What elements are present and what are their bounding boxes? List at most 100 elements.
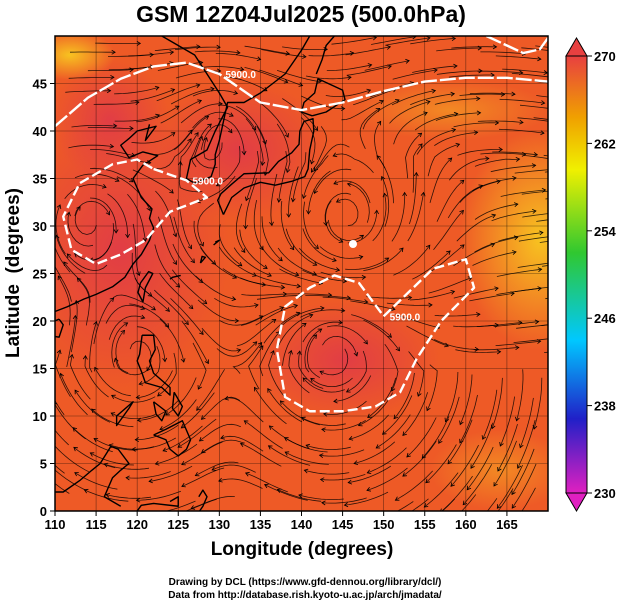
streamline-arrow	[187, 138, 192, 143]
streamline	[292, 152, 307, 202]
streamline	[521, 47, 548, 51]
streamline-arrow	[197, 385, 202, 390]
streamline-arrow	[459, 209, 464, 215]
streamline-arrow	[539, 230, 544, 236]
streamline	[407, 192, 424, 242]
streamline-arrow	[498, 147, 503, 152]
streamline-arrow	[476, 312, 481, 317]
streamline	[346, 350, 367, 393]
streamline	[511, 73, 548, 78]
streamline	[267, 388, 303, 423]
streamline-arrow	[172, 260, 177, 265]
streamline-arrow	[204, 359, 209, 365]
streamline-arrow	[253, 386, 259, 392]
streamline	[284, 437, 328, 453]
streamline	[517, 262, 548, 268]
coastline	[137, 270, 154, 303]
streamline-arrow	[32, 438, 36, 442]
streamline-arrow	[444, 417, 450, 423]
streamline	[455, 349, 501, 353]
x-tick-label: 135	[250, 517, 272, 532]
streamline-arrow	[190, 505, 196, 510]
streamline	[496, 464, 523, 509]
streamline	[55, 445, 90, 473]
streamline	[280, 201, 295, 250]
streamline	[194, 50, 240, 54]
streamline	[126, 471, 171, 479]
streamline	[395, 470, 433, 501]
streamline	[55, 403, 86, 440]
streamline-arrow	[367, 63, 373, 68]
streamline	[197, 299, 239, 322]
streamline	[65, 90, 111, 93]
streamline	[218, 104, 257, 131]
streamline-arrow	[279, 400, 285, 405]
streamline	[89, 167, 134, 183]
streamline-arrow	[188, 304, 194, 310]
streamline-arrow	[384, 257, 390, 262]
streamline	[73, 446, 116, 469]
streamline	[107, 193, 129, 238]
streamline	[472, 177, 516, 192]
streamline-arrow	[174, 105, 180, 110]
streamline-arrow	[303, 468, 309, 474]
streamline	[480, 152, 526, 155]
streamline	[72, 427, 113, 453]
streamline	[232, 342, 263, 374]
streamline	[89, 321, 97, 373]
contour-label: 5900.0	[192, 176, 223, 187]
streamline	[154, 244, 180, 288]
streamline	[263, 312, 300, 344]
streamline-arrow	[270, 350, 275, 355]
streamline-arrow	[433, 68, 438, 73]
coastline	[55, 124, 159, 313]
streamline	[190, 123, 212, 168]
streamline-arrow	[451, 128, 457, 133]
streamline-arrow	[229, 112, 234, 117]
streamline	[333, 375, 372, 402]
streamline	[55, 349, 71, 398]
streamline	[304, 328, 322, 373]
streamline	[523, 155, 548, 159]
streamline-arrow	[111, 394, 116, 400]
streamline	[223, 76, 268, 92]
streamline-arrow	[560, 233, 564, 237]
streamline	[170, 298, 204, 335]
streamline	[410, 38, 456, 45]
streamline	[244, 45, 290, 55]
streamline-arrow	[310, 377, 315, 383]
streamline	[344, 491, 389, 506]
streamline-arrow	[511, 490, 516, 496]
streamline	[502, 68, 548, 74]
streamline-arrow	[263, 483, 269, 489]
streamline-arrow	[262, 139, 267, 145]
streamline	[136, 105, 180, 123]
streamline	[474, 158, 520, 167]
field-warm-region	[350, 80, 548, 140]
streamline-arrow	[198, 437, 204, 442]
streamline-arrow	[120, 329, 126, 335]
streamline	[285, 451, 329, 465]
streamline-arrow	[102, 184, 107, 189]
streamline	[320, 474, 366, 481]
streamline-arrow	[135, 100, 140, 106]
streamline-arrow	[162, 447, 168, 452]
contour-line	[55, 61, 548, 128]
streamline	[425, 444, 457, 483]
streamline	[434, 131, 478, 146]
streamline	[416, 129, 456, 155]
y-tick-label: 45	[33, 77, 47, 92]
streamline	[374, 121, 386, 169]
x-tick-label: 110	[45, 517, 66, 532]
streamline	[131, 252, 153, 297]
streamline-arrow	[216, 44, 221, 50]
streamline	[192, 342, 207, 390]
streamline-arrow	[515, 416, 520, 422]
streamline	[149, 465, 193, 482]
streamline	[412, 65, 458, 73]
streamline	[256, 126, 269, 176]
streamline	[498, 128, 545, 134]
streamline	[282, 322, 307, 366]
y-tick-label: 10	[33, 409, 47, 424]
streamline	[459, 374, 473, 425]
